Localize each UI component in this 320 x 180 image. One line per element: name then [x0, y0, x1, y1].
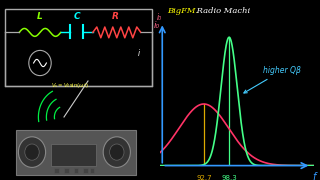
Text: i₀: i₀ — [154, 21, 160, 30]
Circle shape — [25, 144, 39, 160]
Text: 92.7: 92.7 — [196, 175, 212, 180]
Text: L: L — [37, 12, 43, 21]
Bar — [54, 168, 59, 173]
Bar — [64, 168, 69, 173]
Text: f: f — [312, 172, 316, 180]
Circle shape — [29, 50, 51, 76]
Circle shape — [109, 144, 124, 160]
Text: Radio Machi: Radio Machi — [194, 7, 250, 15]
Bar — [83, 168, 88, 173]
Text: i₀: i₀ — [157, 14, 162, 22]
Text: higher Qβ: higher Qβ — [244, 66, 301, 93]
Text: R: R — [112, 12, 119, 21]
Text: BigFM.: BigFM. — [167, 7, 198, 15]
Text: i: i — [138, 50, 140, 59]
Bar — [74, 168, 78, 173]
Circle shape — [103, 137, 131, 167]
Bar — [90, 168, 94, 173]
Text: C: C — [74, 12, 80, 21]
Bar — [16, 130, 136, 175]
Text: 98.3: 98.3 — [221, 175, 237, 180]
Bar — [51, 144, 96, 166]
Circle shape — [18, 137, 46, 167]
Bar — [5, 9, 152, 86]
Text: $V_s = V_0 \sin(\omega t)$: $V_s = V_0 \sin(\omega t)$ — [51, 81, 89, 90]
